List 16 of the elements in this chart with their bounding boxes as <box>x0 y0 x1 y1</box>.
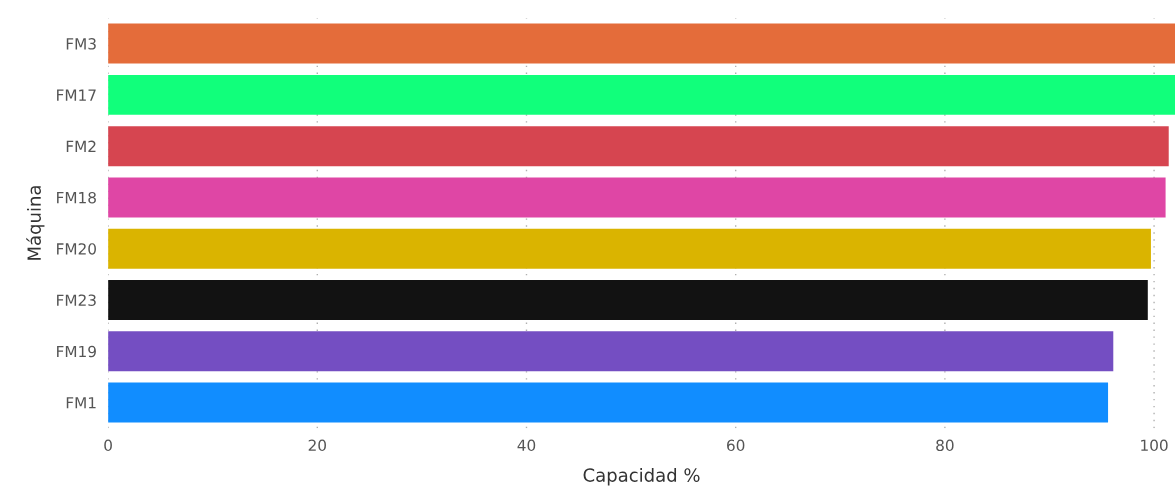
x-tick-label: 100 <box>1141 439 1168 452</box>
x-axis-title: Capacidad % <box>583 467 700 486</box>
y-tick-label: FM19 <box>57 345 96 358</box>
x-tick-label: 20 <box>308 439 326 452</box>
x-tick-label: 40 <box>517 439 536 452</box>
x-tick-label: 0 <box>104 439 112 452</box>
x-tick-label: 60 <box>727 439 745 452</box>
y-tick-label: FM20 <box>57 243 96 255</box>
y-tick-label: FM17 <box>57 89 96 101</box>
y-tick-label: FM1 <box>66 397 96 409</box>
x-tick-label: 80 <box>936 439 954 452</box>
y-tick-label: FM3 <box>66 38 96 50</box>
y-tick-label: FM18 <box>57 191 96 204</box>
y-tick-label: FM2 <box>66 140 96 152</box>
y-tick-label: FM23 <box>57 294 96 306</box>
y-axis-title: Máquina <box>26 186 45 260</box>
